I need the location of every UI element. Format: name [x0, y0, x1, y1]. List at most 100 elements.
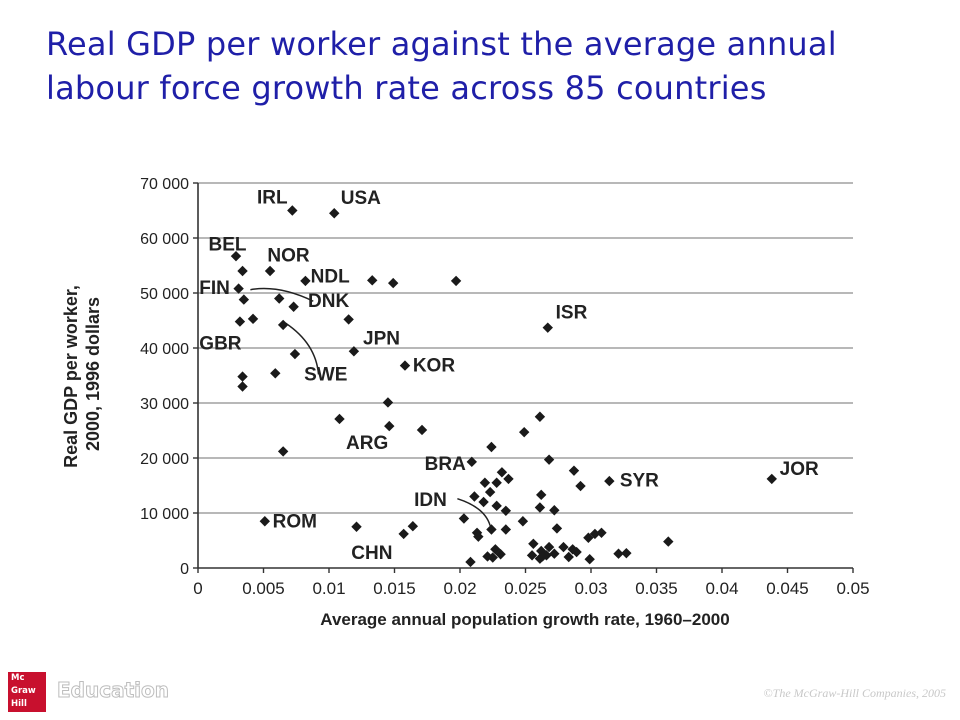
data-point — [270, 368, 281, 379]
data-point — [473, 531, 484, 542]
data-point — [487, 552, 498, 563]
data-point — [348, 346, 360, 357]
data-point — [568, 465, 580, 476]
y-tick-label: 0 — [180, 561, 189, 578]
data-point — [613, 548, 624, 559]
tick-labels: 0 10 000 20 000 30 000 40 000 50 000 60 000 70 … — [140, 176, 869, 598]
data-point — [264, 265, 276, 277]
data-point — [543, 541, 555, 553]
leader-line — [250, 287, 314, 302]
data-point — [621, 547, 632, 559]
country-label: ARG — [346, 433, 388, 454]
leader-line — [457, 497, 491, 526]
data-point — [237, 265, 248, 277]
data-point — [484, 486, 496, 498]
data-point — [329, 208, 340, 219]
y-axis-title-line-1: Real GDP per worker, — [61, 285, 81, 468]
data-point — [536, 545, 547, 557]
axes — [193, 182, 854, 573]
y-tick-label: 60 000 — [140, 231, 189, 248]
data-point — [384, 420, 395, 432]
data-point — [351, 521, 362, 532]
country-label: IRL — [257, 187, 288, 208]
country-label: IDN — [414, 490, 447, 511]
data-point — [534, 502, 546, 513]
y-axis-title: Real GDP per worker, 2000, 1996 dollars — [61, 280, 103, 468]
x-tick-label: 0.015 — [373, 579, 416, 598]
data-point — [407, 521, 419, 532]
country-label: BRA — [425, 454, 466, 475]
data-point — [230, 250, 242, 262]
data-point — [567, 544, 578, 555]
slide-title: Real GDP per worker against the average … — [46, 25, 837, 107]
data-point — [496, 467, 508, 478]
data-point — [486, 441, 497, 453]
leader-line — [285, 322, 320, 375]
y-tick-label: 70 000 — [140, 176, 189, 193]
data-point — [575, 480, 586, 492]
country-label: BEL — [208, 235, 246, 256]
country-label: SYR — [620, 471, 659, 492]
country-label: DNK — [308, 291, 349, 312]
data-point — [604, 475, 615, 487]
data-point — [287, 205, 298, 216]
logo-line-1: Mc — [11, 673, 25, 683]
data-point — [518, 426, 530, 438]
data-point — [663, 536, 674, 547]
data-points — [230, 205, 777, 568]
data-point — [479, 477, 491, 488]
y-tick-label: 20 000 — [140, 451, 189, 468]
country-label: CHN — [351, 543, 392, 564]
data-point — [247, 313, 259, 325]
y-tick-label: 40 000 — [140, 341, 189, 358]
data-point — [382, 397, 394, 408]
data-point — [571, 546, 582, 558]
data-point — [500, 505, 512, 516]
data-point — [526, 550, 538, 561]
country-label: JOR — [780, 459, 819, 480]
leader-lines — [250, 287, 491, 526]
data-point — [490, 544, 501, 555]
country-label: NOR — [267, 246, 310, 267]
data-point — [558, 541, 569, 553]
data-point — [491, 477, 502, 488]
data-point — [458, 513, 470, 524]
data-point — [300, 275, 311, 287]
data-point — [766, 473, 777, 485]
x-tick-label: 0.03 — [574, 579, 607, 598]
country-label: FIN — [199, 278, 230, 299]
data-point — [234, 316, 246, 327]
data-point — [584, 554, 595, 565]
country-label: GBR — [199, 334, 242, 355]
x-axis-title: Average annual population growth rate, 1… — [320, 610, 729, 629]
copyright-notice: ©The McGraw-Hill Companies, 2005 — [763, 686, 946, 700]
x-tick-label: 0.05 — [836, 579, 869, 598]
logo-line-2: Graw — [11, 686, 36, 696]
data-point — [450, 275, 462, 287]
data-point — [486, 524, 497, 535]
country-label: ISR — [556, 302, 588, 323]
x-tick-label: 0.005 — [242, 579, 285, 598]
data-point — [482, 551, 493, 562]
country-label: KOR — [413, 356, 456, 377]
data-point — [343, 314, 354, 325]
grid-lines — [198, 182, 853, 514]
data-point — [237, 381, 248, 392]
y-axis-title-line-2: 2000, 1996 dollars — [83, 297, 103, 451]
data-point — [583, 532, 594, 543]
data-point — [237, 371, 248, 382]
data-point — [469, 491, 480, 502]
data-point — [536, 489, 547, 501]
data-point — [549, 505, 560, 516]
data-point — [549, 548, 560, 559]
data-point — [517, 516, 529, 527]
y-tick-label: 30 000 — [140, 396, 189, 413]
country-label: SWE — [304, 364, 347, 385]
mcgraw-hill-logo: Mc Graw Hill — [8, 672, 46, 712]
data-point — [416, 424, 428, 436]
x-tick-label: 0 — [193, 579, 202, 598]
y-tick-label: 50 000 — [140, 286, 189, 303]
country-label: USA — [341, 188, 381, 209]
